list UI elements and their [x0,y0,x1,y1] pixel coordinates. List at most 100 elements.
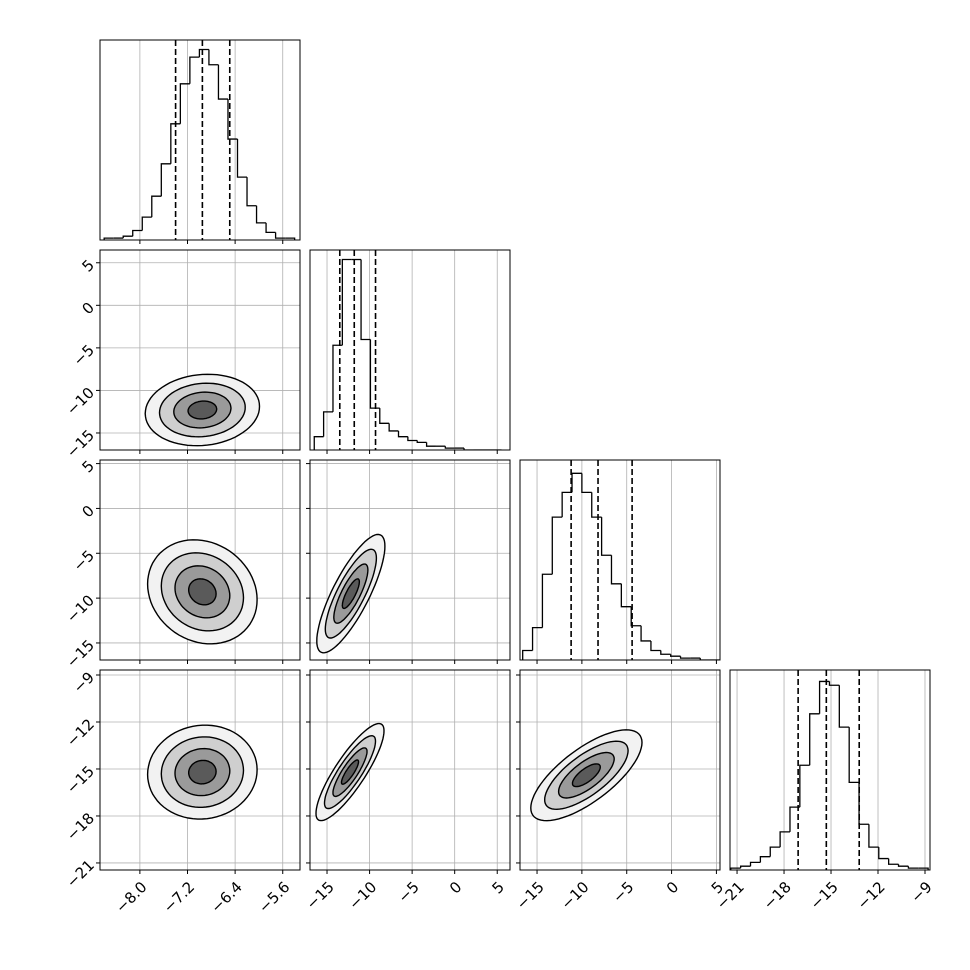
panel-frame [99,459,301,661]
hist-bin [809,713,820,766]
y-tick-label: 5 [79,457,98,476]
hist-bin [600,517,612,556]
hist-bin [858,782,869,825]
hist-bin [141,216,152,231]
panel-frame [99,669,301,871]
hist-bin [918,867,929,870]
hist-bin [779,831,790,848]
hist-bin [799,764,810,808]
panel [522,460,720,660]
x-tick-label: 0 [446,878,465,897]
hist-bin [425,442,436,447]
hist-bin [160,163,171,197]
hist-bin [878,847,889,860]
hist-bin [217,64,228,100]
hist-bin [679,656,691,659]
panel-frame [309,249,511,451]
hist-bin [541,573,553,628]
hist-bin [369,339,380,409]
panel [103,40,296,240]
hist-bin [198,48,209,58]
hist-bin [670,654,681,657]
hist-bin [660,650,671,655]
contour [188,759,217,785]
hist-bin [463,448,474,450]
x-tick-label: −5.6 [255,878,293,916]
x-tick-label: 5 [489,878,508,897]
panel [730,670,929,870]
hist-bin [397,430,408,438]
panel-frame [729,669,931,871]
y-tick-label: −10 [63,384,98,419]
y-tick-label: −15 [63,762,98,797]
hist-bin [630,606,642,627]
x-tick-label: −7.2 [160,878,198,916]
hist-bin [379,408,390,424]
hist-bin [759,856,771,863]
panel-frame [99,249,301,451]
hist-bin [749,861,761,867]
hist-bin [170,123,181,164]
hist-bin [897,864,909,867]
hist-bin [255,205,267,224]
x-tick-label: −15 [303,878,338,913]
panel [310,460,510,660]
hist-bin [265,222,276,234]
panel-frame [309,459,511,661]
hist-bin [620,583,632,608]
y-tick-label: −21 [63,856,98,891]
y-tick-label: −18 [63,809,98,844]
x-tick-label: 0 [663,878,682,897]
hist-bin [151,195,162,218]
hist-bin [561,491,573,518]
hist-bin [246,177,257,207]
hist-bin [444,446,455,449]
hist-bin [591,492,602,518]
hist-bin [730,867,741,870]
y-tick-label: 0 [79,299,98,318]
panel [100,460,300,660]
x-tick-label: −18 [760,878,795,913]
hist-bin [322,411,333,437]
hist-bin [208,49,219,66]
hist-bin [274,232,286,239]
contour [341,578,361,610]
hist-bin [650,640,661,652]
x-tick-label: −5 [395,878,423,906]
x-tick-label: −9 [907,878,935,906]
hist-bin [699,658,711,660]
y-tick-label: −10 [63,591,98,626]
hist-bin [551,516,563,575]
hist-bin [531,626,543,651]
hist-bin [236,139,248,178]
hist-bin [848,727,860,784]
y-tick-label: 5 [79,256,98,275]
x-tick-label: −8.0 [112,878,150,916]
x-tick-label: −10 [558,878,593,913]
hist-bin [522,649,533,660]
panel [100,670,300,870]
x-tick-label: −5 [609,878,637,906]
hist-bin [179,83,190,124]
hist-bin [360,259,371,341]
hist-bin [571,472,582,493]
contour [187,400,218,420]
y-tick-label: −15 [63,426,98,461]
hist-bin [407,436,418,442]
panel-frame [309,669,511,871]
contour [571,763,602,788]
y-tick-label: −5 [70,547,98,575]
hist-bin [907,866,919,869]
y-tick-label: 0 [79,502,98,521]
contour [188,578,217,606]
hist-bin [313,436,324,450]
panel [520,670,720,870]
hist-bin [416,440,427,444]
hist-bin [285,237,296,240]
panel-frame [519,669,721,871]
hist-bin [610,555,622,585]
hist-bin [888,858,899,865]
hist-bin [122,235,133,239]
hist-bin [828,681,840,686]
hist-bin [189,56,200,84]
